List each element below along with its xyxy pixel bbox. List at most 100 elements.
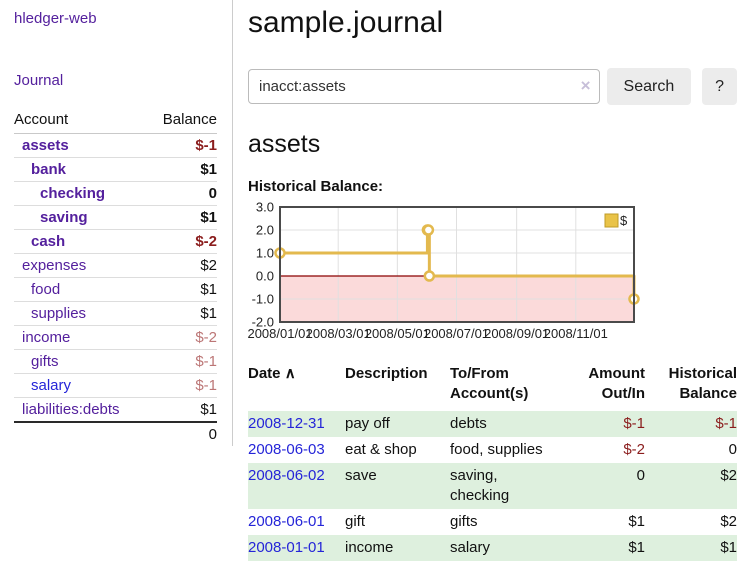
transaction-balance: $-1 [715, 415, 737, 432]
account-balance: $-2 [148, 325, 217, 350]
sidebar: hledger-web Journal Account Balance asse… [0, 0, 233, 446]
account-link[interactable]: salary [31, 377, 72, 394]
x-tick-label: 2008/01/01 [247, 326, 312, 341]
y-tick-label: 2.0 [256, 223, 274, 238]
transaction-balance: $2 [720, 513, 737, 530]
account-row: liabilities:debts $1 [14, 397, 217, 423]
data-point-marker [422, 224, 435, 236]
x-tick-label: 2008/03/01 [306, 326, 371, 341]
chart-title: Historical Balance: [248, 178, 384, 195]
y-tick-label: 1.0 [256, 246, 274, 261]
account-balance: $1 [148, 157, 217, 182]
account-link[interactable]: checking [40, 185, 106, 202]
data-point-marker [423, 270, 436, 282]
page-title: sample.journal [248, 6, 444, 39]
account-link[interactable]: liabilities:debts [22, 401, 120, 418]
main-panel: sample.journal × Search ? assets Histori… [247, 0, 737, 561]
transaction-date-link[interactable]: 2008-01-01 [248, 539, 325, 556]
search-button[interactable]: Search [606, 68, 692, 105]
app-title-link[interactable]: hledger-web [14, 10, 97, 27]
transaction-description: pay off [345, 415, 390, 432]
x-tick-label: 2008/05/01 [365, 326, 430, 341]
sidebar-item-journal[interactable]: Journal [14, 72, 64, 89]
account-row: supplies $1 [14, 301, 217, 326]
account-link[interactable]: cash [31, 233, 66, 250]
transaction-amount: $1 [628, 539, 645, 556]
transaction-description: gift [345, 513, 366, 530]
search-input[interactable] [248, 69, 600, 104]
account-row: cash $-2 [14, 229, 217, 254]
transaction-balance: 0 [728, 441, 737, 458]
account-balance: $1 [148, 277, 217, 302]
account-row: checking 0 [14, 181, 217, 206]
column-header-balance: Historical Balance [668, 365, 737, 402]
y-tick-label: -2.0 [252, 315, 274, 330]
column-header-accounts: To/From Account(s) [450, 365, 529, 402]
x-tick-label: 2008/11/01 [544, 326, 608, 341]
account-heading: assets [248, 130, 321, 158]
accounts-table: Account Balance assets $-1 bank $1 checking 0… [14, 109, 217, 446]
account-link[interactable]: gifts [31, 353, 59, 370]
legend-label: $ [620, 213, 628, 228]
x-tick-label: 2008/09/01 [484, 326, 549, 341]
legend-swatch [604, 213, 619, 228]
transaction-accounts: saving, checking [450, 467, 510, 504]
transaction-amount: $1 [628, 513, 645, 530]
transaction-row: 2008-01-01 income salary $1 $1 [248, 535, 737, 561]
plot-border [279, 206, 635, 323]
transactions-header-row: Date ∧ Description To/From Account(s) Am… [248, 362, 737, 411]
clear-search-icon[interactable]: × [580, 76, 591, 95]
transaction-description: save [345, 467, 377, 484]
account-balance: $-1 [148, 373, 217, 398]
transaction-row: 2008-06-03 eat & shop food, supplies $-2 0 [248, 437, 737, 463]
historical-balance-chart: 3.0 2.0 1.0 0.0 -1.0 -2.02008/01/012008/03/01… [247, 200, 640, 341]
account-link[interactable]: expenses [22, 257, 87, 274]
account-link[interactable]: saving [40, 209, 88, 226]
transaction-accounts: food, supplies [450, 441, 543, 458]
account-balance: $1 [148, 205, 217, 230]
transaction-amount: $-2 [623, 441, 645, 458]
transaction-amount: 0 [636, 467, 645, 484]
y-tick-label: 0.0 [256, 269, 274, 284]
account-row: salary $-1 [14, 373, 217, 398]
transaction-description: income [345, 539, 394, 556]
transaction-row: 2008-06-01 gift gifts $1 $2 [248, 509, 737, 535]
accounts-total-value: 0 [148, 421, 217, 446]
transaction-date-link[interactable]: 2008-12-31 [248, 415, 325, 432]
column-header-date[interactable]: Date ∧ [248, 365, 296, 382]
transaction-description: eat & shop [345, 441, 417, 458]
account-balance: $-1 [148, 349, 217, 374]
transaction-balance: $1 [720, 539, 737, 556]
account-row: food $1 [14, 277, 217, 302]
accounts-total-spacer [14, 421, 149, 446]
account-row: expenses $2 [14, 253, 217, 278]
transaction-accounts: salary [450, 539, 491, 556]
account-row: income $-2 [14, 325, 217, 350]
account-link[interactable]: bank [31, 161, 67, 178]
help-button[interactable]: ? [702, 68, 737, 105]
account-link[interactable]: food [31, 281, 61, 298]
transaction-accounts: debts [450, 415, 487, 432]
account-link[interactable]: supplies [31, 305, 87, 322]
account-link[interactable]: income [22, 329, 71, 346]
y-tick-label: 3.0 [256, 200, 274, 215]
transaction-row: 2008-06-02 save saving, checking 0 $2 [248, 463, 737, 509]
accounts-total-row: 0 [14, 421, 217, 446]
account-balance: $1 [148, 301, 217, 326]
account-balance: $-2 [148, 229, 217, 254]
transactions-table: Date ∧ Description To/From Account(s) Am… [248, 362, 737, 561]
accounts-header-account: Account [14, 109, 149, 134]
transaction-date-link[interactable]: 2008-06-01 [248, 513, 325, 530]
account-balance: $-1 [148, 133, 217, 158]
transaction-row: 2008-12-31 pay off debts $-1 $-1 [248, 411, 737, 437]
account-row: saving $1 [14, 205, 217, 230]
search-bar: × Search ? [248, 68, 737, 105]
account-row: bank $1 [14, 157, 217, 182]
column-header-amount: Amount Out/In [588, 365, 645, 402]
account-balance: $1 [148, 397, 217, 423]
transaction-date-link[interactable]: 2008-06-03 [248, 441, 325, 458]
transaction-date-link[interactable]: 2008-06-02 [248, 467, 325, 484]
account-row: assets $-1 [14, 133, 217, 158]
transaction-balance: $2 [720, 467, 737, 484]
account-link[interactable]: assets [22, 137, 69, 154]
